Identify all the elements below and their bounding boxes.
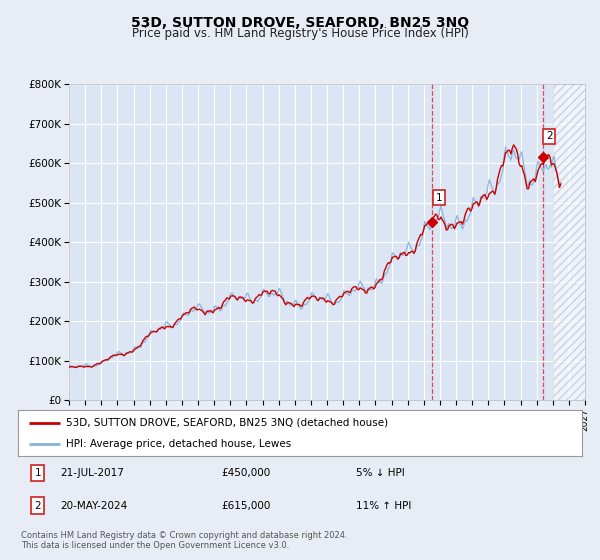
Text: 2: 2 [546,132,553,141]
Text: £450,000: £450,000 [221,468,270,478]
Text: Price paid vs. HM Land Registry's House Price Index (HPI): Price paid vs. HM Land Registry's House … [131,27,469,40]
Bar [553,84,593,400]
Text: 5% ↓ HPI: 5% ↓ HPI [356,468,405,478]
Text: 11% ↑ HPI: 11% ↑ HPI [356,501,412,511]
Text: 53D, SUTTON DROVE, SEAFORD, BN25 3NQ (detached house): 53D, SUTTON DROVE, SEAFORD, BN25 3NQ (de… [66,418,388,428]
Text: 53D, SUTTON DROVE, SEAFORD, BN25 3NQ: 53D, SUTTON DROVE, SEAFORD, BN25 3NQ [131,16,469,30]
Text: HPI: Average price, detached house, Lewes: HPI: Average price, detached house, Lewe… [66,439,291,449]
Text: 2: 2 [34,501,41,511]
Text: £615,000: £615,000 [221,501,271,511]
Text: 20-MAY-2024: 20-MAY-2024 [60,501,128,511]
Text: Contains HM Land Registry data © Crown copyright and database right 2024.
This d: Contains HM Land Registry data © Crown c… [21,531,347,550]
Text: 21-JUL-2017: 21-JUL-2017 [60,468,124,478]
Text: 1: 1 [436,193,442,203]
Text: 1: 1 [34,468,41,478]
